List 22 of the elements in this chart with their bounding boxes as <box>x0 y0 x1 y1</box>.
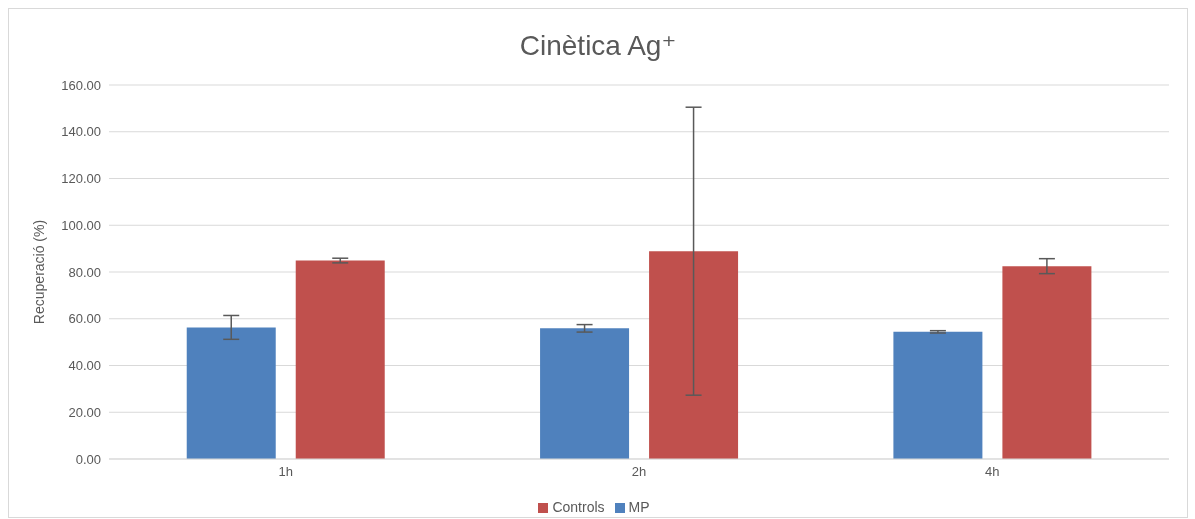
y-axis-title: Recuperació (%) <box>30 219 47 325</box>
bar <box>186 327 276 459</box>
chart-title: Cinètica Ag⁺ <box>518 29 678 63</box>
bar <box>295 260 385 459</box>
x-tick-label: 1h <box>278 464 293 480</box>
x-tick-label: 4h <box>985 464 1000 480</box>
y-tick-label: 80.00 <box>68 264 101 280</box>
x-tick-label: 2h <box>631 464 647 480</box>
y-tick-label: 20.00 <box>68 404 101 420</box>
bar <box>893 331 983 459</box>
y-tick-label: 100.00 <box>61 217 101 233</box>
legend-label: Controls <box>552 499 605 515</box>
legend-label: MP <box>628 499 650 515</box>
y-tick-label: 40.00 <box>68 358 101 374</box>
y-tick-label: 60.00 <box>68 311 101 327</box>
y-tick-label: 140.00 <box>61 124 101 140</box>
bar <box>1002 266 1092 459</box>
bar <box>649 251 739 459</box>
y-tick-label: 120.00 <box>61 171 101 187</box>
y-tick-label: 160.00 <box>61 77 101 93</box>
bar <box>540 328 630 459</box>
y-tick-label: 0.00 <box>75 451 101 467</box>
